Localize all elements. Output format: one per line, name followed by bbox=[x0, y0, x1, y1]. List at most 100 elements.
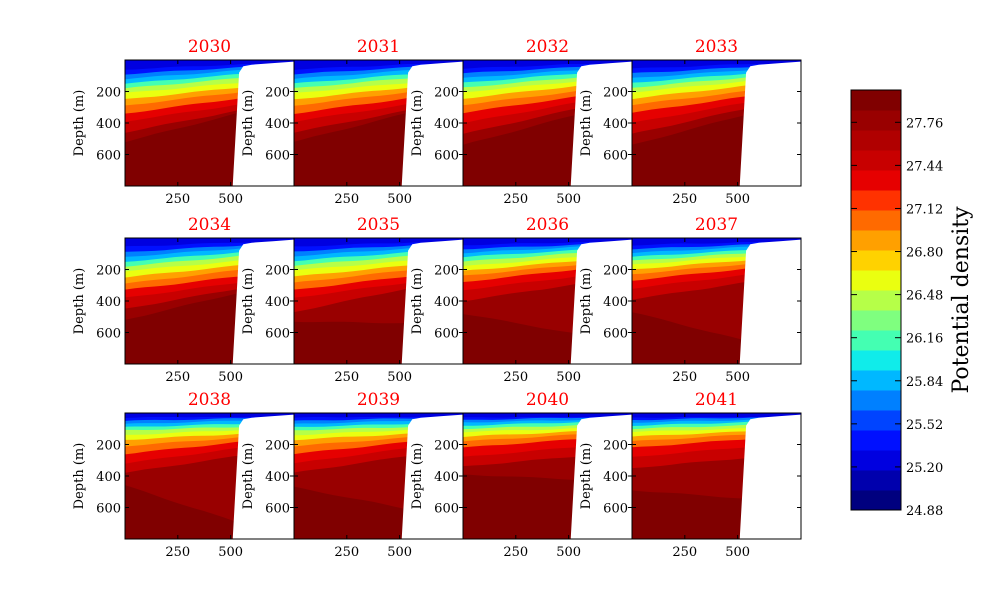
y-tick-label: 600 bbox=[96, 327, 121, 342]
panel-title: 2040 bbox=[526, 390, 569, 410]
y-axis-label: Depth (m) bbox=[579, 443, 594, 510]
density-field bbox=[125, 238, 294, 364]
x-tick-label: 250 bbox=[503, 192, 528, 207]
land-mask bbox=[739, 239, 801, 364]
panel-grid: 2030 200 400 600 250 500 Depth (m) 2031 200 400 60… bbox=[72, 37, 802, 560]
y-tick-label: 600 bbox=[96, 149, 121, 164]
colorbar: 24.88 25.20 25.52 25.84 26.16 26.48 26.80 27.12… bbox=[850, 89, 974, 519]
x-tick-label: 250 bbox=[334, 192, 359, 207]
panel-2038: 2038 200 400 600 250 500 Depth (m) bbox=[72, 390, 295, 560]
colorbar-segment bbox=[851, 490, 901, 511]
x-tick-label: 500 bbox=[387, 192, 412, 207]
density-field bbox=[463, 60, 632, 186]
panel-2032: 2032 200 400 600 250 500 Depth (m) bbox=[410, 37, 633, 207]
colorbar-segment bbox=[851, 230, 901, 251]
surface-layer bbox=[294, 413, 463, 417]
y-tick-label: 400 bbox=[603, 117, 628, 132]
density-field bbox=[125, 60, 294, 186]
y-tick-label: 400 bbox=[96, 295, 121, 310]
colorbar-tick-label: 24.88 bbox=[906, 504, 943, 519]
colorbar-segment bbox=[851, 190, 901, 211]
y-tick-label: 400 bbox=[265, 295, 290, 310]
panel-2030: 2030 200 400 600 250 500 Depth (m) bbox=[72, 37, 295, 207]
x-tick-label: 500 bbox=[725, 192, 750, 207]
x-tick-label: 500 bbox=[218, 192, 243, 207]
colorbar-segment bbox=[851, 250, 901, 271]
colorbar-segment bbox=[851, 270, 901, 291]
x-tick-label: 500 bbox=[387, 545, 412, 560]
colorbar-segment bbox=[851, 310, 901, 331]
density-field bbox=[294, 238, 463, 364]
panel-title: 2032 bbox=[526, 37, 569, 57]
panel-2041: 2041 200 400 600 250 500 Depth (m) bbox=[579, 390, 802, 560]
panel-title: 2035 bbox=[357, 215, 400, 235]
y-tick-label: 600 bbox=[603, 327, 628, 342]
panel-2031: 2031 200 400 600 250 500 Depth (m) bbox=[241, 37, 464, 207]
y-axis-label: Depth (m) bbox=[72, 443, 87, 510]
y-tick-label: 400 bbox=[603, 295, 628, 310]
density-field bbox=[632, 60, 801, 186]
y-tick-label: 400 bbox=[265, 117, 290, 132]
panel-2037: 2037 200 400 600 250 500 Depth (m) bbox=[579, 215, 802, 385]
land-mask bbox=[570, 61, 632, 186]
panel-title: 2034 bbox=[188, 215, 231, 235]
x-tick-label: 250 bbox=[672, 192, 697, 207]
density-field bbox=[463, 238, 632, 364]
surface-layer bbox=[125, 413, 294, 417]
x-tick-label: 250 bbox=[334, 545, 359, 560]
colorbar-segment bbox=[851, 150, 901, 171]
panel-2036: 2036 200 400 600 250 500 Depth (m) bbox=[410, 215, 633, 385]
density-field bbox=[294, 60, 463, 186]
land-mask bbox=[401, 414, 463, 539]
y-axis-label: Depth (m) bbox=[241, 268, 256, 335]
x-tick-label: 250 bbox=[672, 370, 697, 385]
x-tick-label: 250 bbox=[165, 370, 190, 385]
colorbar-frame bbox=[850, 89, 902, 511]
colorbar-tick-label: 26.16 bbox=[906, 332, 943, 347]
y-axis-label: Depth (m) bbox=[410, 268, 425, 335]
y-axis-label: Depth (m) bbox=[579, 90, 594, 157]
y-tick-label: 600 bbox=[434, 327, 459, 342]
surface-layer bbox=[632, 238, 801, 242]
x-tick-label: 500 bbox=[556, 370, 581, 385]
y-tick-label: 600 bbox=[265, 327, 290, 342]
surface-layer bbox=[125, 238, 294, 242]
y-tick-label: 200 bbox=[265, 264, 290, 279]
x-tick-label: 500 bbox=[387, 370, 412, 385]
surface-layer bbox=[632, 413, 801, 417]
y-tick-label: 200 bbox=[96, 86, 121, 101]
surface-layer bbox=[463, 60, 632, 64]
panel-title: 2030 bbox=[188, 37, 231, 57]
surface-layer bbox=[294, 238, 463, 242]
colorbar-segment bbox=[851, 110, 901, 131]
density-field bbox=[632, 238, 801, 364]
x-tick-label: 500 bbox=[218, 545, 243, 560]
panel-title: 2033 bbox=[695, 37, 738, 57]
colorbar-label: Potential density bbox=[949, 206, 974, 394]
colorbar-segment bbox=[851, 390, 901, 411]
colorbar-tick-label: 26.80 bbox=[906, 246, 943, 261]
y-tick-label: 400 bbox=[434, 470, 459, 485]
y-axis-label: Depth (m) bbox=[410, 443, 425, 510]
y-tick-label: 600 bbox=[96, 502, 121, 517]
y-tick-label: 200 bbox=[265, 86, 290, 101]
colorbar-tick-label: 25.20 bbox=[906, 461, 943, 476]
colorbar-tick-label: 25.84 bbox=[906, 375, 943, 390]
land-mask bbox=[570, 239, 632, 364]
y-axis-label: Depth (m) bbox=[72, 90, 87, 157]
surface-layer bbox=[294, 60, 463, 64]
x-tick-label: 500 bbox=[725, 545, 750, 560]
land-mask bbox=[401, 61, 463, 186]
panel-title: 2041 bbox=[695, 390, 738, 410]
land-mask bbox=[232, 61, 294, 186]
y-axis-label: Depth (m) bbox=[241, 443, 256, 510]
colorbar-segment bbox=[851, 330, 901, 351]
colorbar-tick-label: 26.48 bbox=[906, 289, 943, 304]
x-tick-label: 250 bbox=[503, 545, 528, 560]
density-field bbox=[294, 413, 463, 539]
y-tick-label: 600 bbox=[265, 149, 290, 164]
y-tick-label: 200 bbox=[434, 86, 459, 101]
colorbar-segment bbox=[851, 410, 901, 431]
panel-2040: 2040 200 400 600 250 500 Depth (m) bbox=[410, 390, 633, 560]
